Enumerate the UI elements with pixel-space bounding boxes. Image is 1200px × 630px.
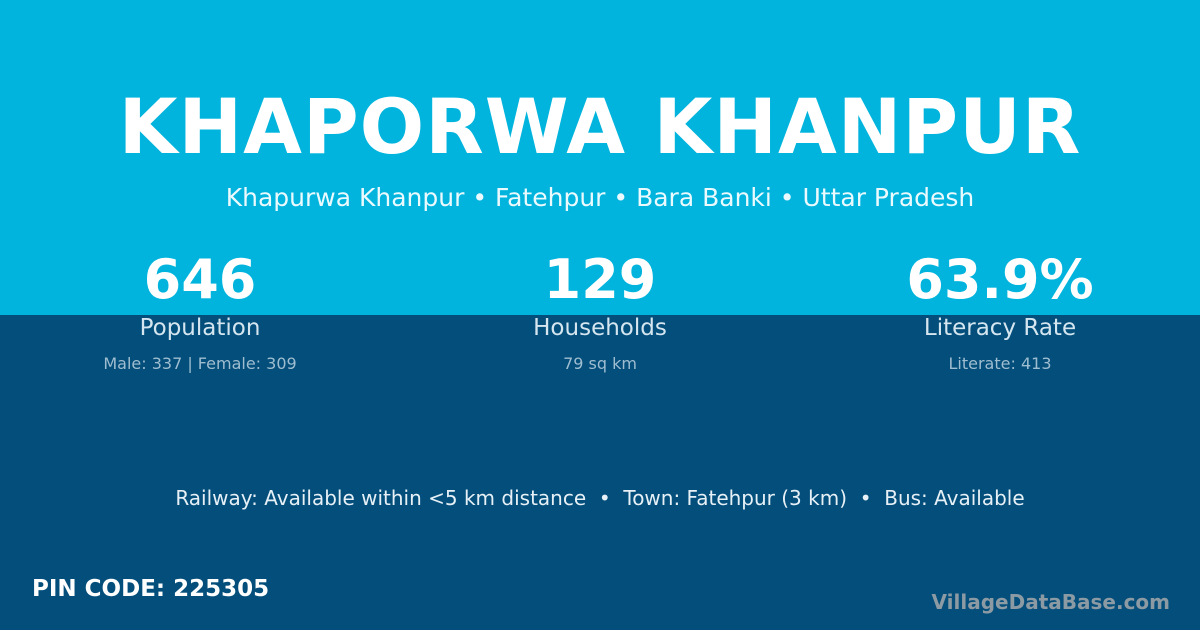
- stat-label: Literacy Rate: [923, 315, 1077, 341]
- stat-detail: Male: 337 | Female: 309: [103, 354, 297, 373]
- stat-detail: Literate: 413: [948, 354, 1052, 373]
- stat-value: 646: [143, 248, 257, 311]
- location-breadcrumb: Khapurwa Khanpur • Fatehpur • Bara Banki…: [225, 183, 975, 212]
- pin-code: PIN CODE: 225305: [32, 576, 270, 602]
- header-band: [0, 0, 1200, 315]
- stat-label: Households: [533, 315, 667, 341]
- brand-watermark: VillageDataBase.com: [931, 590, 1170, 614]
- transport-info: Railway: Available within <5 km distance…: [175, 486, 1025, 510]
- stat-detail: 79 sq km: [563, 354, 637, 373]
- stat-value: 63.9%: [906, 248, 1094, 311]
- stat-label: Population: [139, 315, 261, 341]
- details-band: [0, 315, 1200, 630]
- stat-value: 129: [543, 248, 657, 311]
- village-title: KHAPORWA KHANPUR: [118, 82, 1082, 171]
